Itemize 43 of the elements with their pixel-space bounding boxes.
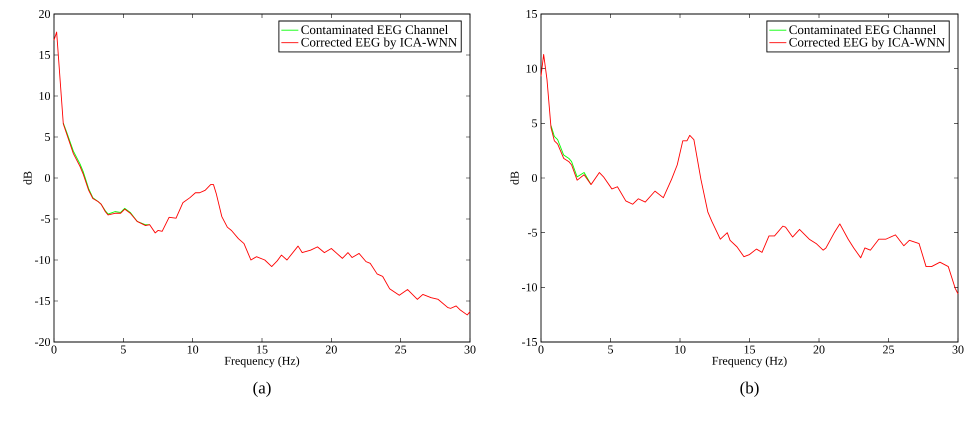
legend-label: Contaminated EEG Channel — [301, 25, 448, 34]
line-series — [62, 122, 150, 226]
x-tick-label: 15 — [744, 346, 756, 354]
y-tick-label: -10 — [522, 283, 538, 292]
x-tick-label: 5 — [121, 346, 126, 354]
legend-label: Contaminated EEG Channel — [789, 25, 936, 34]
y-tick-label: 10 — [526, 64, 538, 73]
x-tick-label: 25 — [395, 346, 406, 354]
x-tick-label: 0 — [538, 346, 544, 354]
y-tick-label: 10 — [40, 92, 50, 100]
text: (a) — [253, 382, 271, 397]
y-tick-label: 0 — [532, 174, 538, 182]
text: (b) — [740, 382, 759, 397]
x-tick-label: 20 — [814, 346, 825, 354]
x-tick-label: 5 — [608, 346, 614, 354]
x-tick-label: 20 — [326, 346, 337, 354]
x-tick-label: 10 — [188, 346, 198, 354]
y-axis-title: dB — [23, 172, 32, 185]
y-tick-label: -15 — [34, 296, 50, 305]
y-tick-label: 20 — [39, 10, 50, 18]
x-tick-label: 25 — [883, 346, 894, 354]
y-tick-label: -5 — [528, 228, 538, 237]
y-tick-label: 0 — [44, 174, 50, 182]
y-tick-label: 5 — [532, 119, 538, 128]
x-tick-label: 0 — [51, 346, 57, 354]
y-tick-label: 15 — [40, 50, 50, 59]
x-tick-label: 15 — [257, 346, 268, 354]
y-tick-label: 5 — [45, 133, 50, 141]
x-axis-title: Frequency (Hz) — [224, 356, 300, 368]
x-axis-title: Frequency (Hz) — [712, 356, 787, 368]
line-series — [550, 125, 592, 186]
legend-label: Corrected EEG by ICA-WNN — [301, 37, 457, 50]
y-tick-label: -15 — [522, 338, 538, 346]
y-tick-label: 15 — [526, 10, 538, 18]
y-tick-label: -10 — [34, 256, 50, 264]
y-axis-title: dB — [510, 172, 519, 185]
line-series — [540, 54, 958, 294]
x-tick-label: 30 — [464, 346, 476, 354]
x-tick-label: 10 — [675, 346, 686, 354]
legend-label: Corrected EEG by ICA-WNN — [789, 37, 945, 50]
y-tick-label: -20 — [34, 338, 50, 346]
y-tick-label: -5 — [40, 215, 50, 223]
x-tick-label: 30 — [952, 346, 964, 354]
